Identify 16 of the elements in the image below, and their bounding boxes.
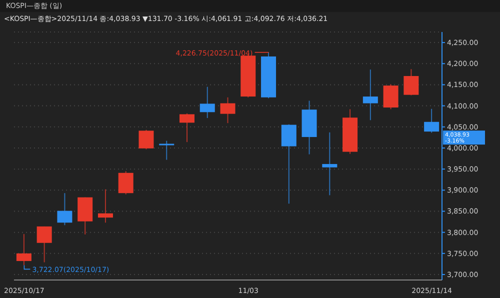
candlestick <box>362 69 378 121</box>
candlestick <box>36 226 52 263</box>
candlestick <box>200 86 215 119</box>
candlestick <box>281 124 296 204</box>
candlestick <box>383 84 398 110</box>
candlestick <box>220 96 236 124</box>
candlestick <box>322 132 338 196</box>
candlestick <box>424 108 440 134</box>
candlestick <box>138 129 154 150</box>
candlestick <box>16 234 32 266</box>
candlestick <box>179 112 194 143</box>
candlestick <box>159 140 174 160</box>
candlestick <box>98 188 113 224</box>
candlestick <box>118 170 134 195</box>
candlestick <box>404 68 419 96</box>
candlestick <box>57 192 72 226</box>
